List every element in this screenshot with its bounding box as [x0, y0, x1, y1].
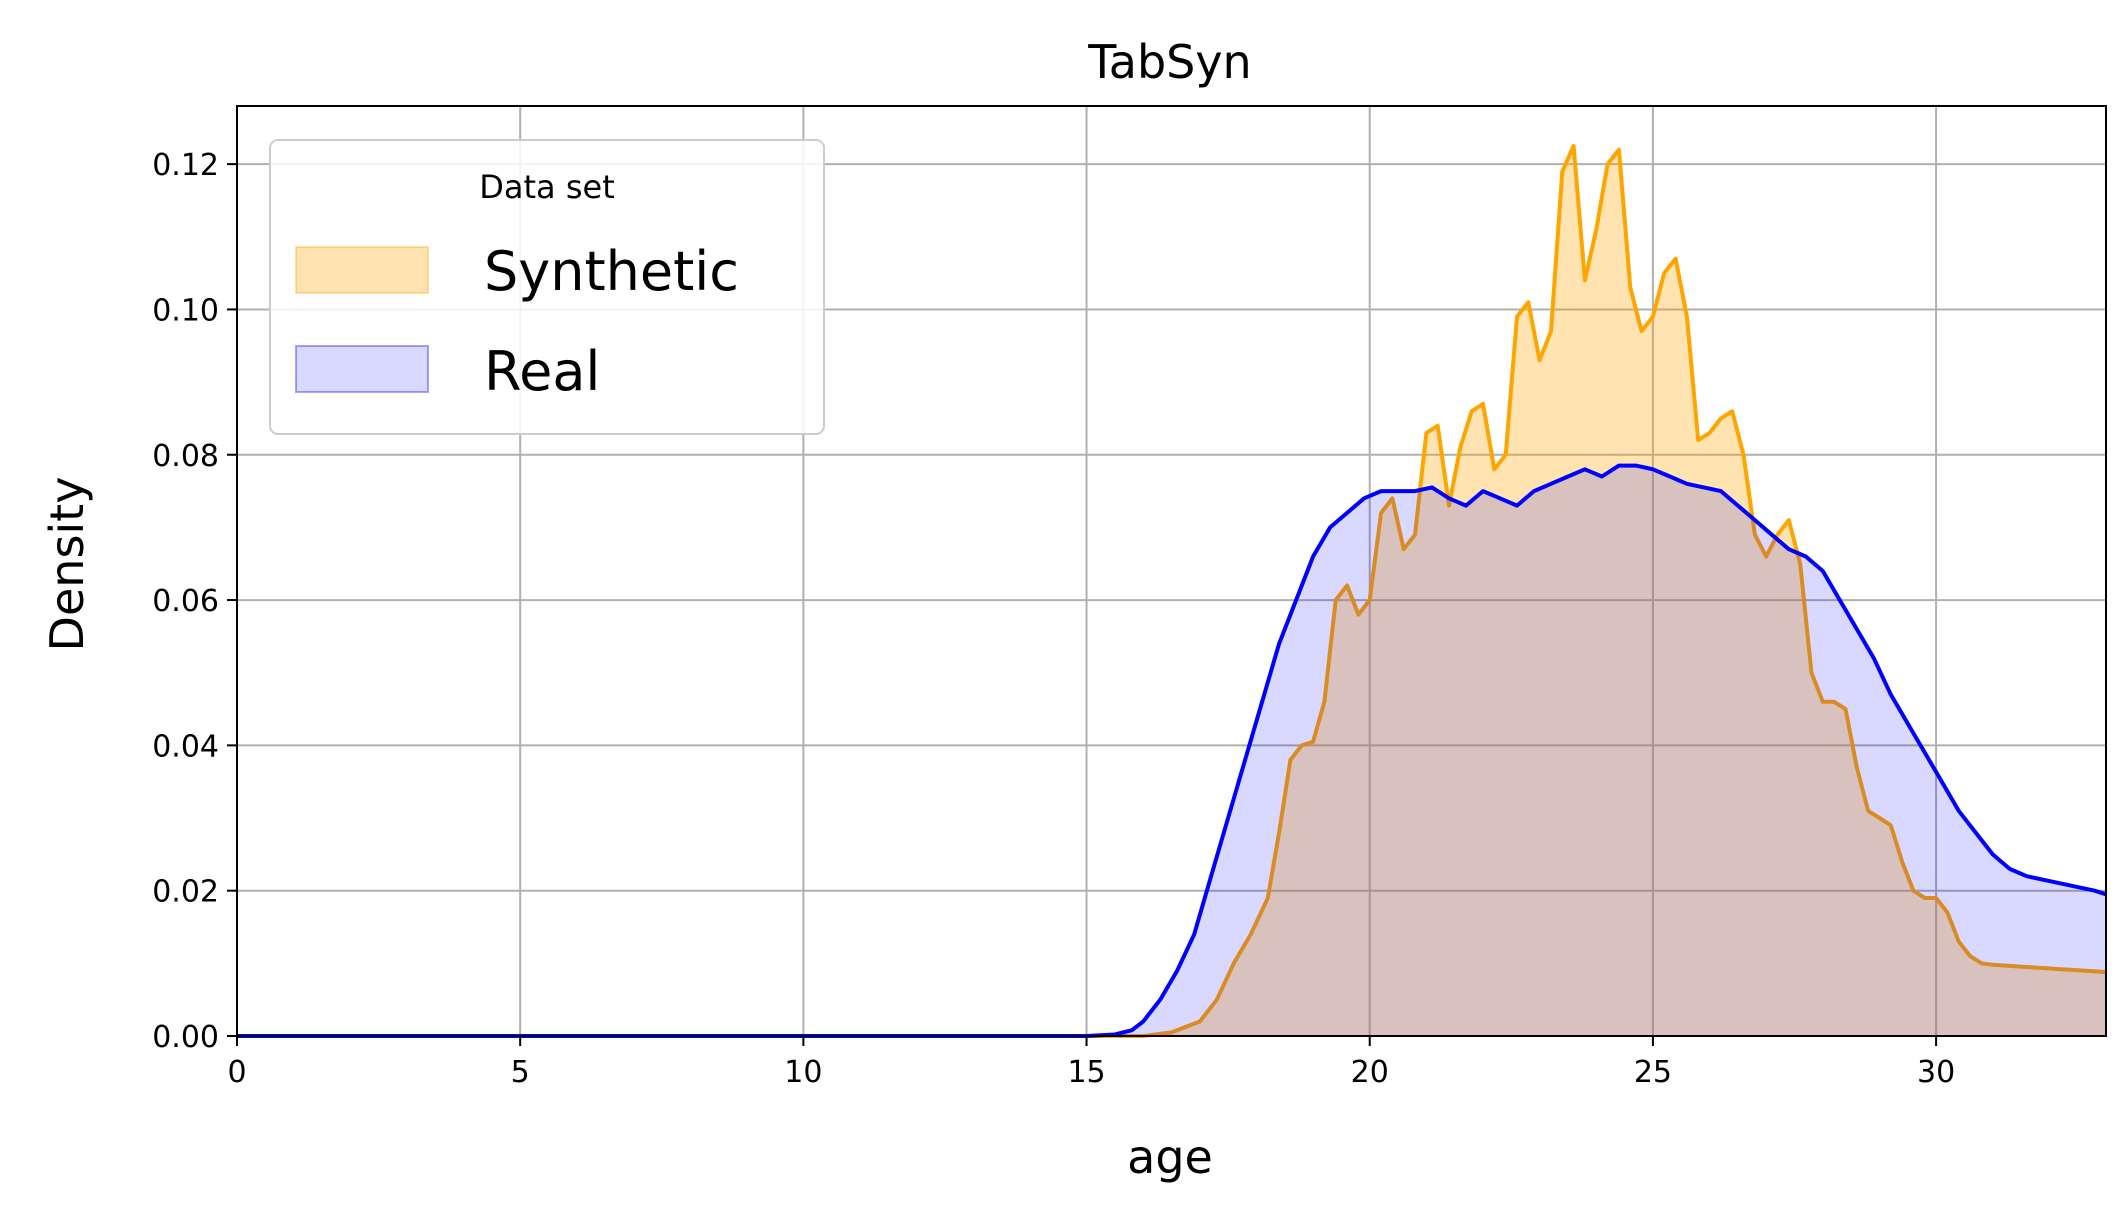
x-tick-label: 15 [1067, 1055, 1105, 1090]
legend-label-real: Real [484, 340, 600, 403]
x-tick-label: 30 [1917, 1055, 1955, 1090]
series-line-synthetic [237, 144, 2107, 1038]
y-tick-label: 0.08 [152, 439, 219, 474]
y-tick-label: 0.12 [152, 148, 219, 183]
legend-label-synthetic: Synthetic [484, 240, 739, 303]
y-axis-label: Density [40, 477, 94, 652]
x-axis-label: age [1127, 1130, 1213, 1184]
y-tick-label: 0.10 [152, 293, 219, 328]
x-tick-label: 0 [227, 1055, 246, 1090]
plot-frame [236, 105, 2107, 1037]
x-tick-label: 25 [1634, 1055, 1672, 1090]
chart-title: TabSyn [1087, 35, 1251, 89]
legend-swatch-real [295, 345, 429, 393]
legend: Data set Synthetic Real [269, 139, 825, 435]
y-tick-label: 0.00 [152, 1020, 219, 1055]
series-area-synthetic [237, 146, 2106, 1036]
x-tick-label: 5 [511, 1055, 530, 1090]
x-tick-label: 10 [784, 1055, 822, 1090]
series-layer [237, 144, 2107, 1038]
axis-ticks: 0 5 10 15 20 25 30 0.00 0.02 0.04 0.06 0.08 0.10 0.12 [152, 148, 1955, 1090]
y-tick-label: 0.04 [152, 729, 219, 764]
y-tick-label: 0.06 [152, 584, 219, 619]
series-area-real [237, 465, 2106, 1037]
x-tick-label: 20 [1351, 1055, 1389, 1090]
legend-swatch-synthetic [295, 246, 429, 294]
y-tick-label: 0.02 [152, 875, 219, 910]
legend-title: Data set [479, 168, 614, 206]
legend-frame [269, 139, 825, 435]
series-line-real [237, 463, 2107, 1038]
